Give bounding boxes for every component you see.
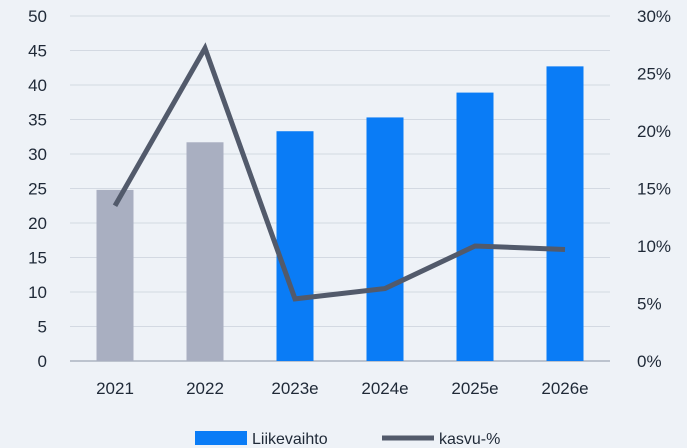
y-tick-label: 15 <box>28 249 47 268</box>
y-tick-label: 40 <box>28 76 47 95</box>
y-axis-right-ticks: 0% 5% 10% 15% 20% 25% 30% <box>637 7 671 371</box>
legend-label-bar: Liikevaihto <box>252 431 328 448</box>
y-tick-label: 50 <box>28 7 47 26</box>
legend-label-line: kasvu-% <box>439 431 500 448</box>
bar <box>276 131 314 361</box>
y-tick-label: 45 <box>28 42 47 61</box>
bar <box>96 189 134 361</box>
y-tick-label: 10 <box>28 283 47 302</box>
y2-tick-label: 15% <box>637 180 671 199</box>
y2-tick-label: 20% <box>637 122 671 141</box>
legend-swatch-bar <box>195 431 247 445</box>
y2-tick-label: 5% <box>637 295 662 314</box>
x-tick-label: 2024e <box>361 379 408 398</box>
line-series <box>112 42 566 302</box>
gridlines <box>70 15 610 362</box>
bar <box>186 142 224 361</box>
bar <box>366 117 404 362</box>
bar <box>546 66 584 362</box>
x-tick-label: 2021 <box>96 379 134 398</box>
bar-series <box>96 66 584 362</box>
y2-tick-label: 0% <box>637 352 662 371</box>
legend: Liikevaihto kasvu-% <box>195 431 500 448</box>
y-tick-label: 20 <box>28 214 47 233</box>
x-axis-ticks: 2021 2022 2023e 2024e 2025e 2026e <box>96 379 589 398</box>
y2-tick-label: 10% <box>637 237 671 256</box>
y-tick-label: 30 <box>28 145 47 164</box>
x-tick-label: 2025e <box>451 379 498 398</box>
y-axis-left-ticks: 0 5 10 15 20 25 30 35 40 45 50 <box>28 7 47 371</box>
series-line <box>112 42 566 302</box>
y-tick-label: 35 <box>28 111 47 130</box>
x-tick-label: 2022 <box>186 379 224 398</box>
x-tick-label: 2026e <box>541 379 588 398</box>
x-tick-label: 2023e <box>271 379 318 398</box>
bar <box>456 92 494 361</box>
y2-tick-label: 25% <box>637 65 671 84</box>
y2-tick-label: 30% <box>637 7 671 26</box>
y-tick-label: 0 <box>38 352 47 371</box>
y-tick-label: 25 <box>28 180 47 199</box>
y-tick-label: 5 <box>38 318 47 337</box>
